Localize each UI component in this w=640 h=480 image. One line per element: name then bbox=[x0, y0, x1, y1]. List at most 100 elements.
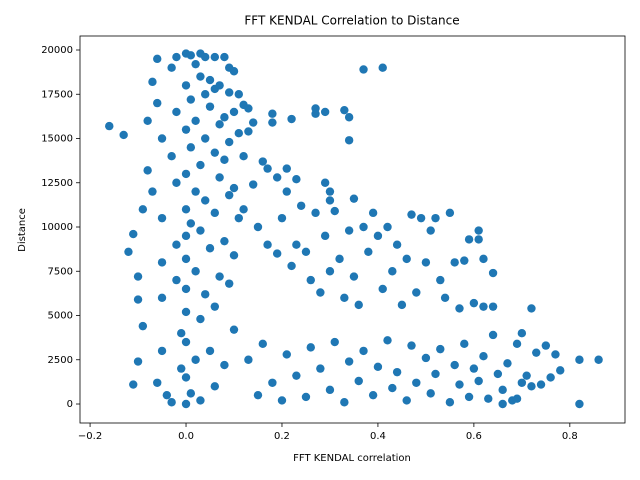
point bbox=[378, 63, 387, 72]
point bbox=[157, 346, 167, 356]
point bbox=[191, 116, 200, 126]
point bbox=[575, 399, 584, 409]
point bbox=[225, 88, 234, 97]
point bbox=[205, 244, 215, 253]
point bbox=[416, 213, 426, 223]
point bbox=[191, 355, 200, 364]
point bbox=[445, 398, 455, 407]
point bbox=[359, 65, 368, 74]
point bbox=[268, 109, 277, 118]
point bbox=[556, 366, 565, 375]
point bbox=[402, 254, 411, 264]
point bbox=[253, 390, 263, 400]
point bbox=[440, 293, 450, 303]
point bbox=[460, 256, 469, 265]
point bbox=[177, 329, 186, 338]
point bbox=[445, 208, 455, 218]
point bbox=[301, 392, 311, 402]
point bbox=[186, 143, 196, 152]
point bbox=[512, 339, 522, 349]
point bbox=[153, 54, 162, 64]
point bbox=[364, 247, 373, 256]
point bbox=[311, 109, 320, 118]
y-tick-label: 20000 bbox=[41, 45, 73, 56]
point bbox=[488, 268, 498, 278]
point bbox=[282, 350, 291, 359]
point bbox=[172, 107, 181, 117]
point bbox=[229, 183, 239, 193]
point bbox=[373, 231, 383, 241]
point bbox=[532, 348, 541, 357]
point bbox=[272, 249, 282, 258]
point bbox=[464, 235, 474, 244]
point bbox=[541, 341, 551, 350]
x-tick-label: 0.0 bbox=[178, 431, 194, 442]
point bbox=[153, 98, 162, 108]
point bbox=[181, 307, 191, 317]
point bbox=[551, 350, 560, 359]
point bbox=[344, 136, 354, 145]
point bbox=[248, 118, 258, 127]
point bbox=[268, 378, 277, 387]
point bbox=[143, 116, 152, 126]
point bbox=[172, 240, 181, 249]
x-tick-label: −0.2 bbox=[78, 431, 102, 442]
point bbox=[181, 337, 191, 347]
point bbox=[234, 213, 243, 223]
x-tick-label: 0.2 bbox=[274, 431, 290, 442]
point bbox=[133, 295, 143, 304]
point bbox=[201, 290, 210, 299]
point bbox=[229, 107, 239, 117]
point bbox=[325, 187, 335, 196]
point bbox=[488, 302, 498, 311]
point bbox=[292, 240, 301, 249]
point bbox=[191, 59, 200, 69]
point bbox=[129, 229, 138, 239]
point bbox=[220, 360, 229, 370]
point bbox=[143, 166, 152, 175]
point bbox=[325, 267, 335, 276]
point bbox=[129, 380, 138, 389]
point bbox=[287, 114, 296, 124]
point bbox=[105, 121, 114, 131]
y-tick-label: 15000 bbox=[41, 134, 73, 145]
point bbox=[186, 95, 196, 104]
point bbox=[263, 164, 272, 173]
point bbox=[220, 113, 229, 122]
point bbox=[316, 364, 325, 373]
point bbox=[330, 337, 339, 347]
point bbox=[186, 389, 196, 398]
point bbox=[479, 302, 488, 311]
point bbox=[474, 226, 483, 235]
point bbox=[239, 152, 248, 161]
point bbox=[215, 272, 224, 281]
point bbox=[191, 267, 200, 276]
point bbox=[172, 52, 181, 62]
y-tick-label: 10000 bbox=[41, 222, 73, 233]
point bbox=[474, 235, 483, 244]
point bbox=[148, 187, 157, 196]
point bbox=[210, 52, 220, 62]
point bbox=[229, 67, 239, 76]
point bbox=[287, 261, 296, 271]
point bbox=[373, 362, 383, 372]
point bbox=[292, 175, 301, 184]
point bbox=[426, 389, 435, 398]
point bbox=[296, 201, 306, 210]
point bbox=[210, 382, 220, 391]
point bbox=[215, 173, 224, 182]
point bbox=[426, 226, 435, 235]
point bbox=[306, 275, 315, 285]
point bbox=[215, 81, 224, 90]
point bbox=[498, 385, 507, 395]
point bbox=[225, 190, 234, 200]
point bbox=[181, 399, 191, 409]
point bbox=[488, 330, 498, 340]
point bbox=[320, 178, 330, 187]
x-tick-label: 0.8 bbox=[562, 431, 578, 442]
point bbox=[503, 359, 512, 368]
y-tick-label: 5000 bbox=[48, 311, 73, 322]
x-tick-label: 0.4 bbox=[370, 431, 386, 442]
